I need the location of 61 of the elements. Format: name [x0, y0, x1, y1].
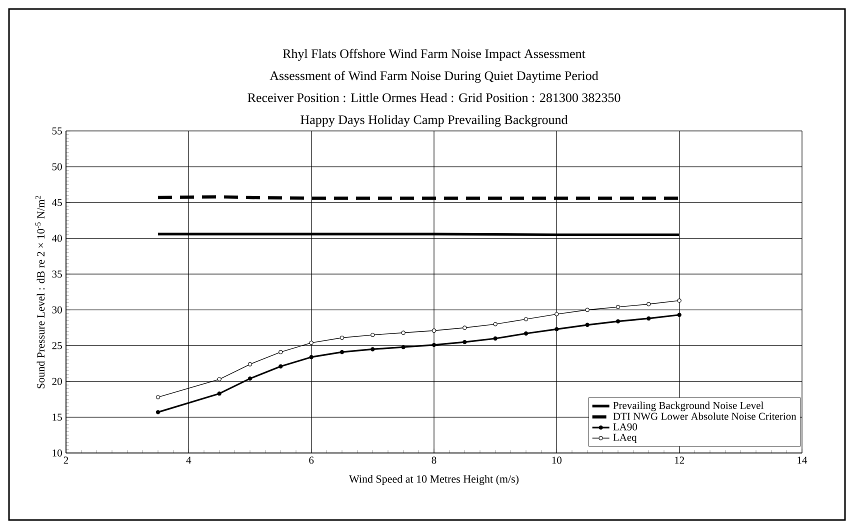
point	[493, 322, 498, 326]
legend-label: DTI NWG Lower Absolute Noise Criterion	[613, 412, 796, 420]
point	[340, 350, 344, 354]
point	[585, 322, 590, 327]
point	[309, 340, 314, 345]
point	[432, 342, 436, 348]
point	[278, 350, 283, 354]
y-tick-label: 25	[52, 342, 62, 350]
x-axis-title: Wind Speed at 10 Metres Height (m/s)	[349, 474, 519, 485]
x-tick-label: 4	[186, 456, 192, 464]
point	[248, 362, 252, 366]
y-tick-label: 40	[52, 234, 62, 242]
y-tick-label: 35	[52, 270, 62, 278]
point	[370, 347, 375, 352]
chart-title: Rhyl Flats Offshore Wind Farm Noise Impact Assessment	[282, 48, 586, 61]
text: Happy Days Holiday Camp Prevailing Background	[300, 114, 568, 127]
y-tick-label: 55	[52, 128, 62, 134]
x-tick-label: 12	[675, 456, 684, 464]
point	[677, 312, 682, 317]
legend-label: Prevailing Background Noise Level	[613, 402, 764, 412]
point	[217, 377, 222, 382]
point	[646, 316, 651, 321]
point	[248, 376, 252, 381]
point	[401, 330, 406, 335]
point	[278, 364, 283, 368]
point	[616, 319, 620, 324]
legend-label: LAeq	[613, 434, 637, 444]
legend-label: LA90	[613, 423, 638, 430]
point	[493, 336, 498, 341]
point	[462, 326, 467, 330]
point	[554, 312, 559, 316]
point	[646, 302, 651, 306]
point	[524, 317, 528, 322]
point	[432, 328, 436, 333]
x-tick-label: 6	[309, 456, 314, 464]
x-tick-label: 2	[64, 456, 68, 464]
y-tick-label: 30	[52, 306, 62, 314]
point	[462, 340, 467, 344]
point	[309, 355, 314, 360]
point	[585, 308, 590, 312]
x-tick-label: 8	[432, 456, 436, 464]
point	[340, 336, 344, 340]
chart-subtitle: Assessment of Wind Farm Noise During Quiet Daytime Period	[270, 70, 598, 83]
y-tick-label: 50	[52, 163, 62, 170]
point	[524, 331, 528, 336]
y-tick-label: 10	[52, 449, 62, 457]
point	[156, 395, 160, 400]
y-tick-label: 45	[52, 199, 62, 206]
point	[217, 392, 222, 396]
x-tick-label: 14	[798, 456, 808, 464]
point	[554, 327, 559, 332]
y-tick-label: 20	[52, 378, 62, 385]
y-tick-label: 15	[52, 414, 62, 421]
point	[370, 332, 375, 338]
point	[156, 410, 160, 414]
point	[401, 344, 406, 350]
point	[677, 298, 682, 303]
text: Receiver Position : Little Ormes Head : Grid Position : 281300 382350	[248, 92, 620, 102]
y-axis-title: Sound Pressure Level : dB re 2 × 10$^{-5}$ N/m$^{2}$	[35, 196, 45, 388]
point	[616, 304, 620, 310]
x-tick-label: 10	[552, 456, 562, 464]
